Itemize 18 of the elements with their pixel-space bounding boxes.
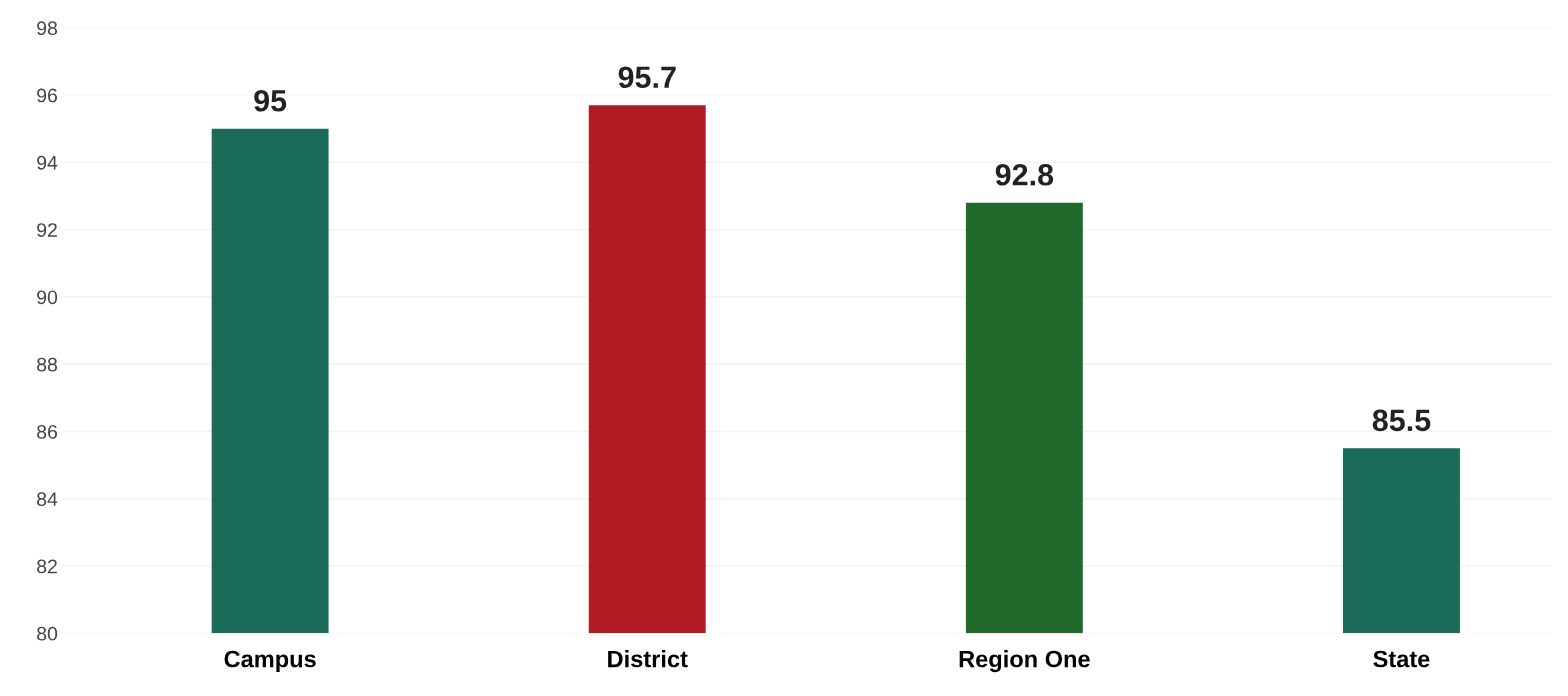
x-tick-label: State xyxy=(1373,650,1430,668)
y-tick-label: 98 xyxy=(37,21,58,36)
y-tick-label: 86 xyxy=(37,424,58,439)
data-label: 85.5 xyxy=(1372,409,1431,432)
y-tick-label: 82 xyxy=(37,559,57,574)
x-tick-label: District xyxy=(608,650,688,668)
data-label: 95 xyxy=(254,89,287,112)
y-tick-label: 84 xyxy=(37,492,58,507)
y-tick-label: 80 xyxy=(37,626,58,641)
x-tick-label: Campus xyxy=(224,650,316,673)
y-tick-label: 96 xyxy=(37,88,58,103)
data-label: 95.7 xyxy=(618,66,676,89)
y-tick-label: 88 xyxy=(37,357,58,372)
y-tick-label: 92 xyxy=(37,223,57,237)
y-tick-label: 90 xyxy=(37,290,58,305)
x-tick-label: Region One xyxy=(959,650,1090,673)
data-label: 92.8 xyxy=(995,163,1054,186)
y-tick-label: 94 xyxy=(37,155,58,170)
